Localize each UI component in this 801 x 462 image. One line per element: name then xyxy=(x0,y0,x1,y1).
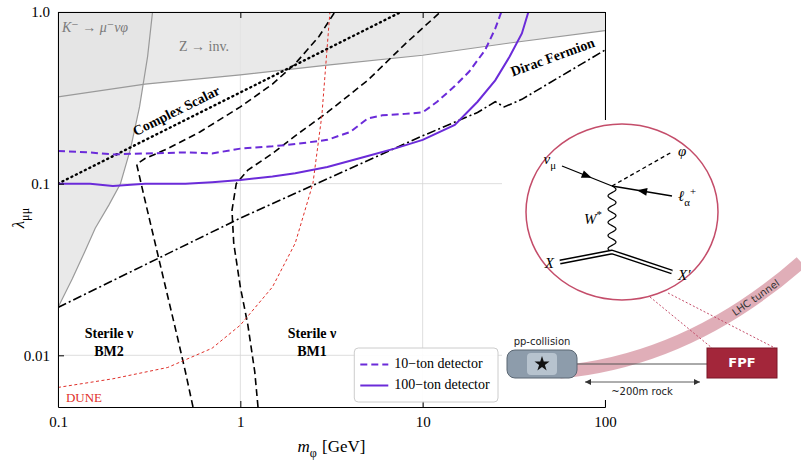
series-line xyxy=(58,12,501,154)
fpf-label: FPF xyxy=(728,355,755,370)
axis xyxy=(59,12,606,18)
x-axis-title: mφ [GeV] xyxy=(298,437,366,460)
chart: 0.11101000.010.11.0mφ[GeV]λμμK⁻ → μ⁻νφZ … xyxy=(0,0,801,462)
tick-label: 10 xyxy=(416,414,431,430)
particle-label: νμ xyxy=(544,151,557,171)
tick xyxy=(423,12,424,18)
grid-line xyxy=(58,12,605,13)
tick: 1 xyxy=(237,401,245,430)
collision-detector-core xyxy=(527,353,557,375)
zoom-line xyxy=(650,297,712,348)
curve-label-line: Sterile ν xyxy=(288,326,337,341)
axis-line xyxy=(58,13,59,408)
legend-frame xyxy=(354,348,498,402)
tick-mark xyxy=(240,12,241,18)
legend-swatch xyxy=(360,364,388,366)
axis-line xyxy=(59,12,606,13)
particle-label: φ xyxy=(678,143,686,159)
tick xyxy=(240,12,241,18)
curve-label: Sterile ν BM1 xyxy=(288,326,337,359)
label-main: X xyxy=(544,255,555,271)
particle-label: W* xyxy=(584,208,602,227)
label-main: φ xyxy=(678,143,686,159)
tick-label: 100 xyxy=(594,414,617,430)
tick-label: 1.0 xyxy=(31,4,50,20)
neutrino-line xyxy=(562,166,612,186)
tick-mark xyxy=(58,184,64,185)
boson-line xyxy=(608,186,616,252)
tick-mark xyxy=(58,12,59,18)
inset-label: LHC tunnel xyxy=(730,277,781,318)
tick: 0.1 xyxy=(31,176,64,192)
tick xyxy=(599,12,605,13)
collision-detector xyxy=(507,350,577,378)
series-line xyxy=(58,12,528,186)
arrow-head xyxy=(637,188,648,196)
tick: 10 xyxy=(416,401,431,430)
label-sup: + xyxy=(690,185,696,197)
axis-line xyxy=(59,407,606,408)
tick: 0.01 xyxy=(24,348,64,364)
tick-mark xyxy=(240,401,241,407)
legend-label: 100−ton detector xyxy=(394,377,490,392)
tick xyxy=(58,12,59,18)
tick-mark xyxy=(599,12,605,13)
collision-star xyxy=(534,356,549,370)
excluded-boundary xyxy=(58,12,153,307)
inset-label: ~200m rock xyxy=(611,386,673,397)
tick-label: 0.01 xyxy=(24,348,50,364)
curve-label-line: Sterile ν xyxy=(85,326,134,341)
curve xyxy=(58,12,401,184)
distance-arrow xyxy=(585,379,591,385)
beam-line xyxy=(577,364,707,365)
label-main: X′ xyxy=(677,267,691,283)
target-line-outer xyxy=(560,252,672,272)
curve-label-line: BM1 xyxy=(297,344,327,359)
tick-mark xyxy=(423,12,424,18)
tick-mark xyxy=(58,355,64,356)
particle-label: X xyxy=(544,255,555,271)
lepton-line xyxy=(612,186,672,196)
scalar-line xyxy=(612,152,672,186)
curve-label-line: BM2 xyxy=(94,344,124,359)
zoom-circle xyxy=(526,124,718,300)
curve-label: DUNE xyxy=(66,390,102,405)
label-sub: φ xyxy=(310,446,317,460)
excluded-fill xyxy=(58,12,605,97)
arrow-head xyxy=(581,170,592,177)
legend: 10−ton detector 100−ton detector xyxy=(354,348,498,402)
label-main: λ xyxy=(9,221,28,229)
grid-line xyxy=(58,12,59,407)
fpf-box xyxy=(707,348,777,378)
curve-label: Sterile ν BM2 xyxy=(85,326,134,359)
label-main: m xyxy=(298,437,310,456)
inset: νμ φ ℓα+ W* X X′ pp-collision LHC tunnel ~200m r… xyxy=(502,120,801,400)
label-sub: μ xyxy=(550,159,556,171)
inset-label: pp-collision xyxy=(514,336,571,347)
tick-label: 0.1 xyxy=(31,176,50,192)
axis: 0.1 1 10 100 xyxy=(49,401,617,430)
label-sup: * xyxy=(597,208,602,220)
curve-label: Complex Scalar xyxy=(130,83,222,139)
label-unit: [GeV] xyxy=(322,437,365,456)
axis: 0.01 0.1 1.0 xyxy=(24,4,64,407)
label-sub: α xyxy=(684,196,690,208)
region-label: K⁻ → μ⁻νφ xyxy=(61,20,128,35)
legend-label: 10−ton detector xyxy=(394,356,483,371)
label-sub: μμ xyxy=(18,207,32,221)
distance-line xyxy=(585,382,700,383)
particle-label: ℓα+ xyxy=(678,185,696,208)
legend-swatch xyxy=(360,385,388,387)
distance-arrow xyxy=(694,379,700,385)
tick-label: 0.1 xyxy=(49,414,68,430)
region-label: Z → inv. xyxy=(179,39,229,54)
particle-label: X′ xyxy=(677,267,691,283)
y-axis-title: λμμ xyxy=(9,207,32,229)
curve-label: Dirac Fermion xyxy=(509,35,597,79)
excluded-boundary xyxy=(58,31,605,97)
tick-label: 1 xyxy=(237,414,245,430)
target-line-inner xyxy=(560,252,672,272)
inset-background xyxy=(502,120,801,400)
